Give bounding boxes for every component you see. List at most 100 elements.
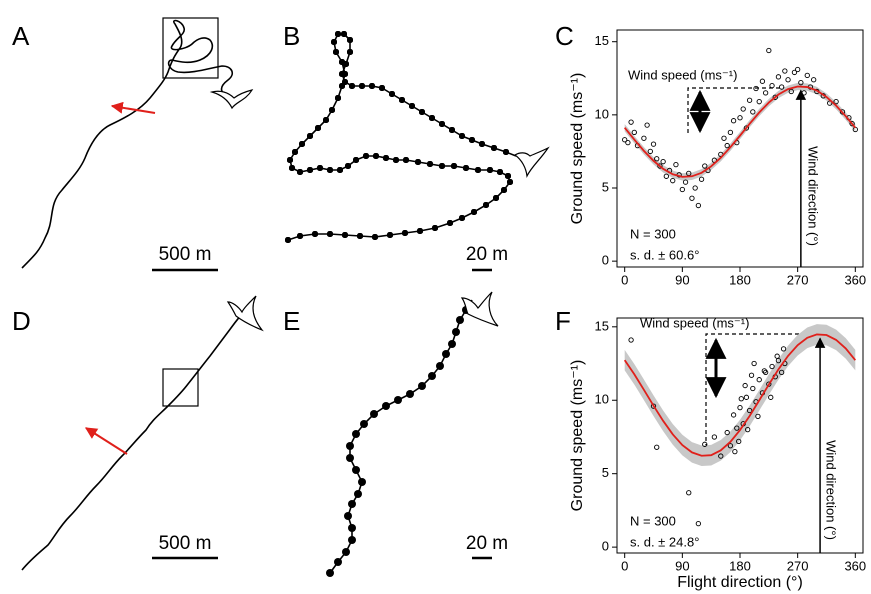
data-point xyxy=(750,109,756,115)
data-point xyxy=(740,106,746,112)
data-point xyxy=(650,141,657,147)
data-point xyxy=(737,404,743,411)
data-point xyxy=(727,443,734,449)
annotation: Wind direction (°) xyxy=(806,146,821,246)
scale-bar-label: 500 m xyxy=(159,533,212,554)
x-tick-label: 0 xyxy=(621,272,628,287)
data-point xyxy=(673,161,679,168)
data-point xyxy=(730,118,737,124)
data-point xyxy=(743,394,750,400)
data-point xyxy=(628,119,634,125)
data-point xyxy=(751,360,757,367)
annotation: N = 300 xyxy=(630,513,676,528)
y-axis-label: Ground speed (ms⁻¹) xyxy=(569,360,586,512)
data-point xyxy=(730,412,737,418)
data-point xyxy=(782,68,788,74)
data-point xyxy=(833,99,839,105)
data-point xyxy=(738,396,744,402)
panel-label: C xyxy=(555,21,574,51)
data-point xyxy=(766,47,772,54)
data-point xyxy=(766,381,772,387)
data-point xyxy=(804,72,810,79)
data-point xyxy=(679,186,685,193)
data-point xyxy=(695,520,702,527)
data-point xyxy=(737,115,743,121)
y-tick-label: 5 xyxy=(602,465,609,480)
data-point xyxy=(647,148,653,155)
data-point xyxy=(755,413,761,420)
y-tick-label: 15 xyxy=(595,318,609,333)
data-point xyxy=(654,156,660,162)
fit-curve xyxy=(623,333,857,457)
data-point xyxy=(791,69,798,76)
scale-bar-label: 500 m xyxy=(159,244,212,265)
data-point xyxy=(778,369,785,375)
x-tick-label: 180 xyxy=(729,558,751,573)
annotation: s. d. ± 24.8° xyxy=(630,534,699,549)
data-point xyxy=(762,90,769,96)
data-point xyxy=(761,368,767,374)
data-point xyxy=(759,78,766,84)
data-point xyxy=(724,429,730,436)
data-point xyxy=(631,129,637,136)
panel-label: B xyxy=(283,21,300,51)
data-point xyxy=(625,139,631,146)
data-point xyxy=(788,88,794,95)
data-point xyxy=(750,385,756,392)
data-point xyxy=(839,109,846,115)
data-point xyxy=(762,369,769,375)
x-tick-label: 360 xyxy=(844,272,866,287)
track-a xyxy=(21,17,254,272)
data-point xyxy=(686,490,692,496)
track-d xyxy=(21,295,264,571)
scale-bar-label: 20 m xyxy=(466,533,508,554)
data-point xyxy=(769,82,775,89)
data-point xyxy=(849,120,855,127)
data-point xyxy=(746,407,753,414)
x-tick-label: 90 xyxy=(675,558,689,573)
data-point xyxy=(780,346,787,352)
data-point xyxy=(748,372,755,378)
data-point xyxy=(772,94,778,100)
panel-label: D xyxy=(12,306,31,336)
data-point xyxy=(724,142,730,149)
x-tick-label: 0 xyxy=(621,558,628,573)
data-point xyxy=(702,441,708,447)
fit-curve xyxy=(623,85,857,178)
data-point xyxy=(663,173,669,179)
x-tick-label: 90 xyxy=(675,272,689,287)
y-tick-label: 10 xyxy=(595,392,609,407)
scale-bar-label: 20 m xyxy=(466,244,508,265)
panel-label: F xyxy=(555,306,571,336)
data-point xyxy=(756,99,762,105)
data-point xyxy=(622,137,628,143)
data-point xyxy=(774,353,780,359)
data-point xyxy=(670,178,676,184)
data-point xyxy=(689,195,695,201)
y-axis-label: Ground speed (ms⁻¹) xyxy=(569,73,586,225)
data-point xyxy=(644,122,650,128)
data-point xyxy=(753,85,759,92)
data-point xyxy=(801,90,807,96)
data-point xyxy=(721,135,727,141)
x-axis-label: Flight direction (°) xyxy=(677,574,803,591)
data-point xyxy=(682,179,689,185)
data-point xyxy=(734,425,740,431)
data-point xyxy=(641,135,647,141)
data-point xyxy=(654,444,660,450)
data-point xyxy=(742,382,748,389)
panel-label: E xyxy=(283,306,300,336)
x-tick-label: 270 xyxy=(787,558,809,573)
data-point xyxy=(628,337,634,343)
data-point xyxy=(657,163,663,169)
data-point xyxy=(686,170,692,177)
data-point xyxy=(746,97,753,103)
data-point xyxy=(745,426,751,433)
data-point xyxy=(732,449,738,455)
annotation: Wind speed (ms⁻¹) xyxy=(628,67,737,82)
data-point xyxy=(768,394,774,400)
annotation: Wind speed (ms⁻¹) xyxy=(640,315,749,330)
x-tick-label: 270 xyxy=(787,272,809,287)
y-tick-label: 0 xyxy=(602,253,609,268)
